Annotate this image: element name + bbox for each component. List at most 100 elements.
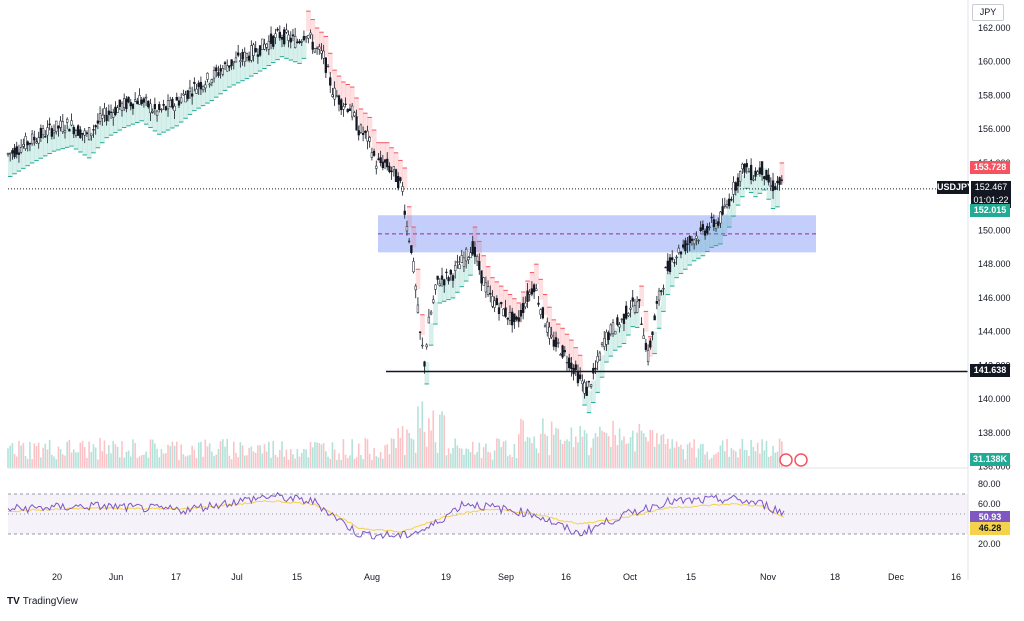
candle-body (684, 240, 687, 252)
volume-bar (239, 442, 242, 468)
candle-body (118, 99, 121, 107)
last-price: 152.467 (974, 182, 1008, 192)
band-fill (713, 223, 719, 246)
candle-body (620, 318, 623, 321)
volume-bar (542, 418, 544, 468)
candle-body (559, 354, 562, 356)
band-fill (78, 130, 83, 152)
candle-body (600, 342, 604, 345)
band-fill (437, 281, 443, 303)
volume-bar (105, 454, 108, 468)
volume-bar (408, 432, 410, 468)
band-fill (91, 130, 97, 153)
candle-body (622, 313, 626, 324)
volume-bar (222, 439, 224, 468)
volume-bar (366, 439, 369, 468)
candle-body (125, 98, 128, 110)
y-tick-label: 158.000 (978, 90, 1011, 100)
volume-bar (496, 438, 498, 468)
candle-body (116, 107, 119, 113)
candle-body (673, 262, 676, 264)
candle-body (451, 275, 455, 281)
candle-body (456, 261, 459, 263)
volume-bar (511, 457, 513, 468)
candle-body (101, 114, 104, 119)
candle-body (561, 345, 564, 358)
candle-body (464, 248, 468, 262)
volume-bar (419, 428, 421, 468)
tradingview-logo-icon: TV (7, 596, 20, 607)
volume-bar (81, 440, 84, 468)
candle-body (657, 290, 661, 301)
volume-bar (322, 443, 325, 468)
band-fill (472, 227, 478, 248)
candle-body (609, 324, 612, 335)
rsi-ma-tag: 46.28 (970, 522, 1010, 535)
volume-bar (246, 455, 248, 468)
band-fill (420, 314, 425, 336)
volume-bar (520, 418, 522, 468)
candle-body (486, 286, 490, 295)
volume-bar (509, 454, 511, 468)
brand-footer[interactable]: TV TradingView (7, 596, 78, 607)
volume-bar (673, 447, 676, 468)
candle-body (313, 48, 317, 53)
symbol-label: USDJPY (937, 181, 974, 194)
volume-bar (559, 439, 562, 468)
candle-body (22, 144, 25, 147)
band-fill (43, 133, 48, 156)
candle-body (6, 153, 10, 155)
volume-bar (750, 439, 752, 468)
volume-bar (458, 448, 461, 468)
candle-body (206, 72, 209, 80)
volume-bar (662, 433, 665, 468)
candle-body (730, 199, 733, 201)
band-fill (551, 319, 557, 341)
band-fill (604, 340, 610, 363)
volume-bar (506, 456, 509, 468)
candle-body (532, 284, 536, 293)
candle-body (475, 256, 479, 262)
band-fill (630, 304, 636, 327)
candle-body (598, 352, 602, 361)
last-price-box: 152.467 01:01:22 (971, 181, 1011, 208)
band-fill (376, 142, 382, 163)
candle-body (513, 313, 516, 322)
candle-body (307, 35, 310, 39)
volume-bar (167, 444, 169, 468)
candle-body (440, 275, 444, 280)
candle-body (324, 57, 328, 73)
volume-bar (72, 449, 75, 468)
currency-label[interactable]: JPY (972, 4, 1004, 21)
candle-body (765, 169, 768, 181)
candle-body (243, 51, 246, 62)
volume-bar (143, 454, 145, 468)
volume-bar (211, 451, 213, 468)
candle-body (671, 257, 674, 261)
band-fill (192, 88, 197, 111)
volume-bar (713, 454, 715, 468)
band-fill (29, 141, 35, 163)
last-price-tag: USDJPY 152.467 01:01:22 (937, 181, 1012, 208)
volume-bar (739, 448, 741, 468)
candle-body (215, 67, 218, 72)
volume-bar (48, 439, 51, 468)
volume-bar (601, 430, 603, 468)
volume-bar (667, 438, 669, 468)
band-fill (639, 286, 645, 307)
candle-body (383, 159, 387, 163)
volume-bar (390, 438, 393, 468)
volume-bar (522, 420, 524, 468)
y-tick-label: 138.000 (978, 428, 1011, 438)
volume-bar (123, 457, 125, 468)
volume-bar (300, 452, 303, 468)
rsi-ma-line (7, 500, 785, 533)
band-fill (25, 143, 31, 166)
volume-bar (745, 450, 748, 468)
band-fill (731, 194, 737, 217)
volume-bar (272, 440, 275, 468)
volume-bar (180, 444, 182, 468)
volume-bar (158, 457, 161, 468)
